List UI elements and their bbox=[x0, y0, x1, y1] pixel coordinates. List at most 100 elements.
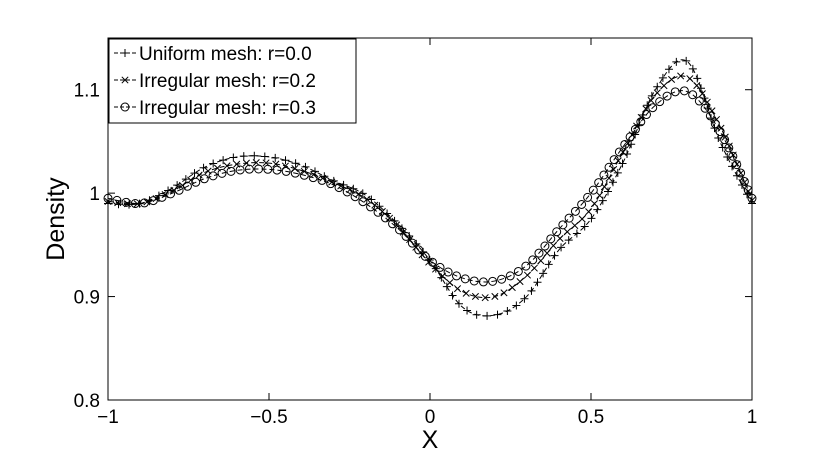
series-2-point bbox=[647, 96, 655, 105]
series-2-point bbox=[610, 165, 618, 174]
series-3-point bbox=[130, 199, 140, 209]
series-3-point bbox=[443, 267, 453, 277]
y-tick-label: 1.1 bbox=[74, 81, 100, 102]
series-2-point bbox=[133, 200, 141, 208]
series-2-point bbox=[481, 294, 489, 302]
x-tick-label: 0.5 bbox=[578, 407, 604, 428]
series-1-point bbox=[613, 168, 622, 177]
series-1-point bbox=[209, 159, 218, 168]
series-3-point bbox=[478, 277, 488, 287]
series-1-point bbox=[503, 306, 512, 315]
series-2-point bbox=[462, 289, 470, 297]
series-2-point bbox=[453, 285, 462, 293]
series-2-point bbox=[549, 242, 557, 250]
series-2-point bbox=[660, 82, 668, 90]
series-1-point bbox=[693, 74, 702, 83]
series-3-point bbox=[174, 185, 184, 195]
legend-label: Irregular mesh: r=0.2 bbox=[139, 71, 316, 92]
series-2-point bbox=[653, 89, 661, 97]
series-2-point bbox=[556, 234, 564, 242]
series-3-point bbox=[121, 197, 131, 207]
series-2-point bbox=[291, 164, 299, 173]
series-2-point bbox=[537, 257, 545, 265]
series-3-point bbox=[655, 97, 665, 107]
series-2-point bbox=[708, 107, 716, 115]
series-1-point bbox=[219, 156, 228, 165]
series-3-point bbox=[208, 171, 218, 181]
series-1-point bbox=[181, 175, 190, 184]
series-1-point bbox=[603, 187, 612, 196]
series-3-point bbox=[139, 198, 149, 208]
series-3-point bbox=[670, 87, 680, 97]
series-3-point bbox=[191, 177, 201, 187]
legend-box bbox=[108, 38, 357, 124]
series-3-point bbox=[614, 147, 624, 157]
series-3-point bbox=[588, 185, 598, 195]
series-2-point bbox=[543, 249, 551, 257]
series-3-point bbox=[528, 255, 538, 265]
series-3-point bbox=[414, 245, 424, 255]
series-3-point bbox=[388, 219, 398, 229]
x-tick-label: 0 bbox=[425, 407, 436, 428]
series-1-point bbox=[358, 189, 367, 198]
series-1-point bbox=[239, 152, 248, 161]
series-2-point bbox=[624, 140, 632, 148]
series-3-point bbox=[217, 168, 227, 178]
series-1-point bbox=[483, 311, 492, 320]
series-3-point bbox=[460, 274, 470, 284]
series-3-point bbox=[157, 192, 167, 202]
series-3-point bbox=[401, 231, 411, 241]
series-1-point bbox=[260, 152, 269, 161]
series-2-point bbox=[363, 195, 371, 203]
series-3 bbox=[103, 86, 757, 287]
series-3-point bbox=[662, 91, 672, 101]
series-2-point bbox=[571, 221, 579, 230]
series-3-point bbox=[739, 176, 749, 186]
series-2-point bbox=[585, 208, 593, 216]
series-3-point bbox=[226, 166, 236, 176]
series-2-point bbox=[686, 75, 694, 83]
series-2-point bbox=[508, 284, 516, 292]
series-1-point bbox=[271, 153, 280, 162]
series-3-point bbox=[599, 170, 609, 180]
series-3-point bbox=[688, 90, 698, 100]
series-1-point bbox=[229, 153, 238, 162]
series-3-point bbox=[497, 274, 507, 284]
series-1-point bbox=[682, 56, 691, 65]
series-1-point bbox=[653, 82, 662, 91]
series-1-point bbox=[520, 294, 529, 303]
legend-label: Irregular mesh: r=0.3 bbox=[139, 98, 316, 119]
series-3-point bbox=[728, 151, 738, 161]
series-2-point bbox=[523, 271, 532, 279]
x-tick-label: 1 bbox=[747, 407, 758, 428]
series-3-point bbox=[521, 261, 531, 271]
series-1-point bbox=[557, 243, 566, 252]
series-1-point bbox=[688, 64, 697, 73]
series-1-point bbox=[664, 65, 673, 74]
series-3-point bbox=[705, 111, 715, 121]
series-3-point bbox=[380, 213, 390, 223]
series-1-point bbox=[572, 229, 581, 238]
series-1-point bbox=[580, 222, 589, 231]
y-axis-label: Density bbox=[42, 177, 70, 261]
series-3-point bbox=[564, 213, 574, 223]
series-2-point bbox=[446, 279, 454, 287]
legend-label: Uniform mesh: r=0.0 bbox=[139, 44, 312, 65]
x-tick-label: −1 bbox=[97, 407, 119, 428]
series-3-point bbox=[451, 271, 461, 281]
series-3-point bbox=[326, 179, 336, 189]
series-3-point bbox=[558, 220, 568, 230]
series-1-point bbox=[658, 73, 667, 82]
series-3-point bbox=[513, 266, 523, 276]
series-1-point bbox=[442, 282, 451, 291]
series-3-point bbox=[636, 117, 646, 127]
series-1-point bbox=[250, 151, 259, 160]
series-3-point bbox=[577, 199, 587, 209]
ticks-layer: −1 −0.5 0 0.5 1 0.8 0.9 1 1.1 bbox=[74, 38, 758, 428]
series-3-point bbox=[373, 207, 383, 217]
series-3-point bbox=[620, 139, 630, 149]
series-1-point bbox=[618, 159, 627, 168]
series-3-point bbox=[736, 168, 746, 178]
series-3-point bbox=[732, 160, 742, 170]
series-3-point bbox=[435, 262, 445, 272]
